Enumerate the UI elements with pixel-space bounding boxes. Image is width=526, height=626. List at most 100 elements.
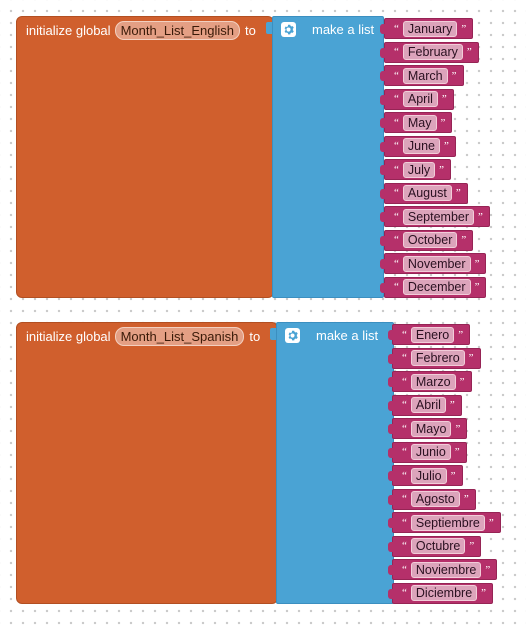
text-string-value[interactable]: Marzo <box>410 373 456 390</box>
close-quote-icon: ” <box>481 587 487 599</box>
close-quote-icon: ” <box>455 422 461 435</box>
open-quote-icon: “ <box>394 69 399 82</box>
text-string-value[interactable]: Octubre <box>410 538 466 554</box>
text-string-value[interactable]: June <box>402 138 440 154</box>
text-string-block[interactable]: “December” <box>380 276 487 298</box>
text-string-block[interactable]: “Abril” <box>388 394 462 416</box>
text-string-value[interactable]: July <box>402 161 436 178</box>
close-quote-icon: ” <box>439 163 445 176</box>
connector-tab <box>380 141 386 152</box>
init-keyword: initialize global <box>26 329 111 344</box>
text-string-value[interactable]: Mayo <box>410 420 452 437</box>
text-string-block[interactable]: “Octubre” <box>388 535 482 557</box>
open-quote-icon: “ <box>402 328 407 341</box>
text-string-block[interactable]: “July” <box>380 159 452 180</box>
text-string-block[interactable]: “September” <box>380 206 490 227</box>
open-quote-icon: “ <box>394 163 399 176</box>
init-header: initialize global Month_List_English to <box>26 21 260 40</box>
text-string-block[interactable]: “June ” <box>380 135 456 157</box>
connector-tab <box>388 518 394 528</box>
make-a-list-block-english[interactable]: make a list <box>272 16 384 298</box>
text-string-block[interactable]: “Noviembre” <box>388 559 498 580</box>
text-string-block[interactable]: “Junio” <box>388 441 467 463</box>
connector-tab <box>380 235 386 246</box>
close-quote-icon: ” <box>440 116 446 129</box>
text-string-block[interactable]: “Septiembre” <box>388 512 501 533</box>
text-string-value[interactable]: April <box>402 91 438 107</box>
gear-icon[interactable] <box>285 328 300 343</box>
variable-name-field[interactable]: Month_List_English <box>114 21 241 40</box>
init-keyword: initialize global <box>26 23 111 38</box>
text-string-value[interactable]: Diciembre <box>410 585 478 601</box>
open-quote-icon: “ <box>394 93 399 105</box>
text-string-block[interactable]: “Agosto” <box>388 488 476 510</box>
open-quote-icon: “ <box>402 446 407 458</box>
open-quote-icon: “ <box>402 399 407 411</box>
text-string-value[interactable]: August <box>402 185 452 201</box>
text-string-block[interactable]: “Enero” <box>388 324 471 345</box>
text-string-block[interactable]: “April” <box>380 88 454 110</box>
text-string-block[interactable]: “Diciembre” <box>388 582 494 604</box>
close-quote-icon: ” <box>444 140 449 152</box>
init-global-block-spanish[interactable]: initialize global Month_List_Spanish to <box>16 322 278 604</box>
close-quote-icon: ” <box>474 257 480 270</box>
text-string-block[interactable]: “Marzo” <box>388 371 472 392</box>
open-quote-icon: “ <box>394 281 399 293</box>
close-quote-icon: ” <box>468 352 474 364</box>
text-string-block[interactable]: “Mayo” <box>388 418 468 439</box>
init-global-block-english[interactable]: initialize global Month_List_English to <box>16 16 274 298</box>
text-string-value[interactable]: Febrero <box>410 350 465 366</box>
init-header: initialize global Month_List_Spanish to <box>26 327 264 346</box>
text-string-block[interactable]: “February” <box>380 41 479 63</box>
text-string-value[interactable]: December <box>402 279 471 295</box>
open-quote-icon: “ <box>402 469 407 482</box>
connector-tab <box>388 565 394 575</box>
make-a-list-block-spanish[interactable]: make a list <box>276 322 394 604</box>
text-string-value[interactable]: November <box>402 255 471 272</box>
text-string-block[interactable]: “October” <box>380 229 474 251</box>
text-string-value[interactable]: September <box>402 208 475 225</box>
text-string-block[interactable]: “March” <box>380 65 464 86</box>
text-string-value[interactable]: October <box>402 232 458 248</box>
text-string-block[interactable]: “November” <box>380 253 487 274</box>
open-quote-icon: “ <box>394 234 399 246</box>
open-quote-icon: “ <box>394 22 399 35</box>
list-header: make a list <box>281 22 374 37</box>
text-string-value[interactable]: February <box>402 44 463 60</box>
text-string-value[interactable]: Agosto <box>410 491 460 507</box>
text-string-value[interactable]: Julio <box>410 467 447 484</box>
close-quote-icon: ” <box>474 281 480 293</box>
list-header: make a list <box>285 328 378 343</box>
make-a-list-label: make a list <box>316 328 379 343</box>
text-string-value[interactable]: Septiembre <box>410 514 485 531</box>
text-string-block[interactable]: “May” <box>380 112 453 133</box>
open-quote-icon: “ <box>394 140 399 152</box>
open-quote-icon: “ <box>394 187 399 199</box>
text-string-value[interactable]: May <box>402 114 437 131</box>
connector-tab <box>388 377 394 387</box>
text-string-block[interactable]: “Febrero” <box>388 347 481 369</box>
connector-tab <box>380 24 386 34</box>
close-quote-icon: ” <box>458 328 464 341</box>
connector-tab <box>388 330 394 340</box>
text-string-block[interactable]: “Julio” <box>388 465 463 486</box>
open-quote-icon: “ <box>402 587 407 599</box>
text-string-value[interactable]: Enero <box>410 326 455 343</box>
text-string-value[interactable]: March <box>402 67 448 84</box>
to-label: to <box>249 329 261 344</box>
connector-tab <box>388 400 394 411</box>
text-string-block[interactable]: “January” <box>380 18 474 39</box>
text-string-value[interactable]: Junio <box>410 444 451 460</box>
gear-icon[interactable] <box>281 22 296 37</box>
text-string-value[interactable]: Noviembre <box>410 561 482 578</box>
open-quote-icon: “ <box>402 540 407 552</box>
connector-tab <box>380 118 386 128</box>
close-quote-icon: ” <box>463 493 469 505</box>
close-quote-icon: ” <box>451 69 457 82</box>
variable-name-field[interactable]: Month_List_Spanish <box>114 327 245 346</box>
open-quote-icon: “ <box>402 352 407 364</box>
text-string-value[interactable]: January <box>402 20 458 37</box>
text-string-block[interactable]: “August” <box>380 182 468 204</box>
text-string-value[interactable]: Abril <box>410 397 446 413</box>
close-quote-icon: ” <box>461 22 467 35</box>
